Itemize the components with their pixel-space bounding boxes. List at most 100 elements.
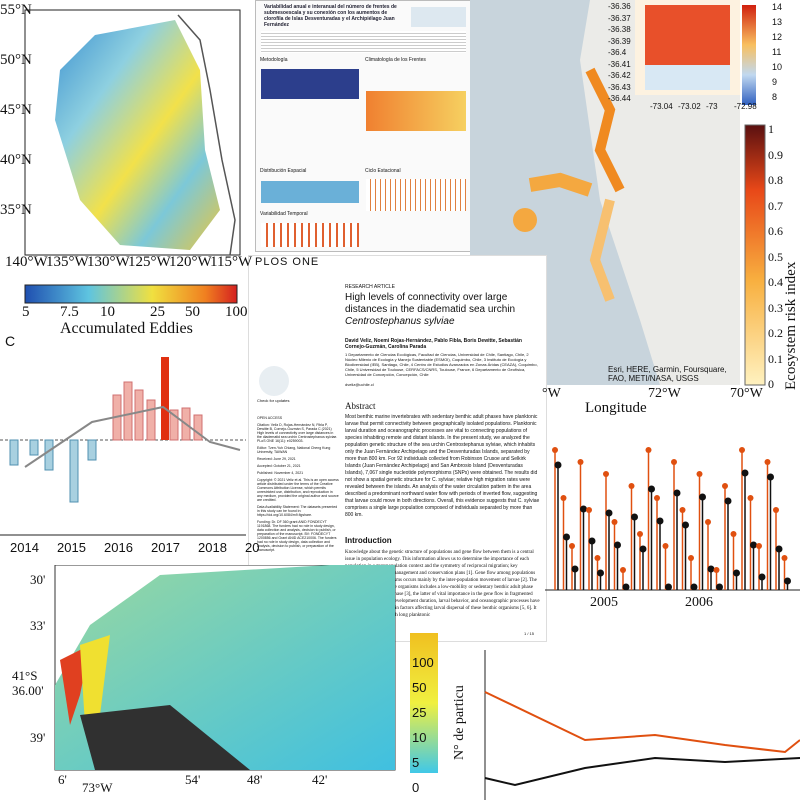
stem — [552, 447, 558, 453]
poster-section: Metodología — [260, 57, 288, 63]
poster-figure — [366, 179, 466, 211]
stem — [622, 583, 630, 591]
stem — [756, 543, 762, 549]
stem — [637, 531, 643, 537]
stem — [758, 573, 766, 581]
x-tick-label: 2005 — [590, 595, 618, 610]
lat-label: 40°N — [0, 152, 32, 168]
risk-zone — [513, 208, 537, 232]
x-tick-label: 20 — [245, 540, 260, 555]
stem-plot — [545, 415, 800, 635]
lon-label: 6' — [58, 772, 67, 787]
poster-figure — [366, 91, 466, 131]
colorbar-label: Ecosystem risk index — [783, 261, 799, 390]
attribution: Esri, HERE, Garmin, Foursquare, FAO, MET… — [608, 365, 727, 383]
heatmap-colorbar-tick: 11 — [772, 47, 782, 57]
heatmap-colorbar-tick: 14 — [772, 2, 783, 12]
colorbar-tick: 0.6 — [768, 224, 783, 238]
colorbar-tick: 0.3 — [768, 300, 783, 315]
lon-label: 115°W — [210, 254, 253, 270]
stem — [588, 537, 596, 545]
heatmap-x-label: -73.04 — [650, 102, 673, 111]
lat-label: 45°N — [0, 102, 32, 118]
stem — [577, 459, 584, 465]
risk-colorbar — [744, 124, 766, 386]
stem — [597, 569, 604, 577]
lon-label: 54' — [185, 772, 201, 787]
colorbar-tick: 0.5 — [768, 249, 783, 264]
series-line — [484, 691, 800, 754]
heatmap-y-label: -36.43 — [608, 82, 631, 92]
stem — [656, 517, 664, 525]
stem — [747, 495, 754, 501]
heatmap-y-label: -36.42 — [608, 71, 631, 80]
colorbar-tick: 0 — [768, 377, 774, 391]
article-type: RESEARCH ARTICLE — [345, 284, 395, 290]
side-item: Citation: Veliz D, Rojas-Hernández N, Fi… — [257, 423, 338, 443]
colorbar-tick: 25 — [412, 705, 427, 720]
species: Centrostephanus sylviae — [345, 316, 455, 327]
lat-label: 30' — [30, 572, 46, 587]
risk-zone — [528, 172, 593, 197]
stem — [586, 507, 592, 513]
heatmap-colorbar-tick: 13 — [772, 17, 783, 27]
colorbar-label: Accumulated Eddies — [60, 320, 193, 337]
page-number: 1 / 15 — [524, 631, 535, 636]
heatmap-y-label: -36.4 — [608, 48, 627, 57]
heatmap-colorbar — [742, 5, 756, 105]
colorbar-tick: 50 — [412, 680, 427, 695]
stem — [671, 459, 677, 465]
stem — [679, 507, 686, 513]
heatmap-x-label: -73.02 — [678, 102, 701, 111]
coast-band — [80, 635, 110, 725]
colorbar-tick: 0 — [412, 780, 420, 795]
lon-label: 70°W — [730, 386, 763, 401]
stem — [773, 507, 779, 513]
heatmap-y-label: -36.39 — [608, 36, 631, 46]
colorbar-tick: 100 — [412, 655, 434, 670]
heatmap-x-label: -73 — [706, 102, 718, 111]
highlight-bar — [161, 357, 169, 440]
side-item: Data Availability Statement: The dataset… — [257, 505, 338, 517]
stem — [571, 565, 579, 573]
stem — [784, 577, 791, 585]
check-badge[interactable]: Check for updates — [257, 398, 290, 403]
positive-bars — [112, 381, 203, 441]
series-line — [484, 756, 800, 787]
title-text: High levels of connectivity over large d… — [345, 292, 516, 315]
logos — [411, 7, 466, 27]
stem — [560, 495, 567, 501]
sst-colorbar — [410, 633, 438, 773]
x-tick-label: 2014 — [10, 540, 39, 555]
stem — [764, 459, 771, 465]
side-item: OPEN ACCESS — [257, 416, 283, 420]
side-item: Received: June 29, 2021 — [257, 457, 296, 461]
poster-section: Climatología de los Frentes — [365, 57, 426, 63]
stem — [724, 497, 732, 505]
colorbar-tick: 50 — [185, 304, 200, 320]
stem — [707, 565, 715, 573]
heatmap-x-label: -72.98 — [734, 102, 757, 111]
x-axis-label: Longitude — [585, 400, 647, 416]
x-tick-label: 2006 — [685, 595, 713, 610]
stem — [645, 447, 652, 453]
intro-heading: Introduction — [345, 536, 392, 545]
poster-section: Distribución Espacial — [260, 168, 307, 174]
stem — [690, 583, 698, 591]
stem — [730, 531, 737, 537]
poster-abstract — [261, 31, 466, 53]
stem — [563, 533, 570, 541]
stem — [654, 495, 660, 501]
check-badge-icon — [259, 366, 289, 396]
stem — [580, 505, 587, 513]
x-tick-label: 2017 — [151, 540, 180, 555]
heatmap-y-label: -36.41 — [608, 59, 631, 69]
paper-page: PLOS ONE RESEARCH ARTICLE High levels of… — [248, 255, 547, 642]
heatmap-colorbar-tick: 9 — [772, 77, 778, 87]
colorbar-tick: 0.2 — [768, 326, 783, 340]
journal: PLOS ONE — [255, 256, 320, 268]
stem — [594, 555, 601, 561]
poster-figure — [261, 223, 359, 247]
lon-label: 140°W — [5, 254, 48, 270]
lon-label: 48' — [247, 772, 263, 787]
